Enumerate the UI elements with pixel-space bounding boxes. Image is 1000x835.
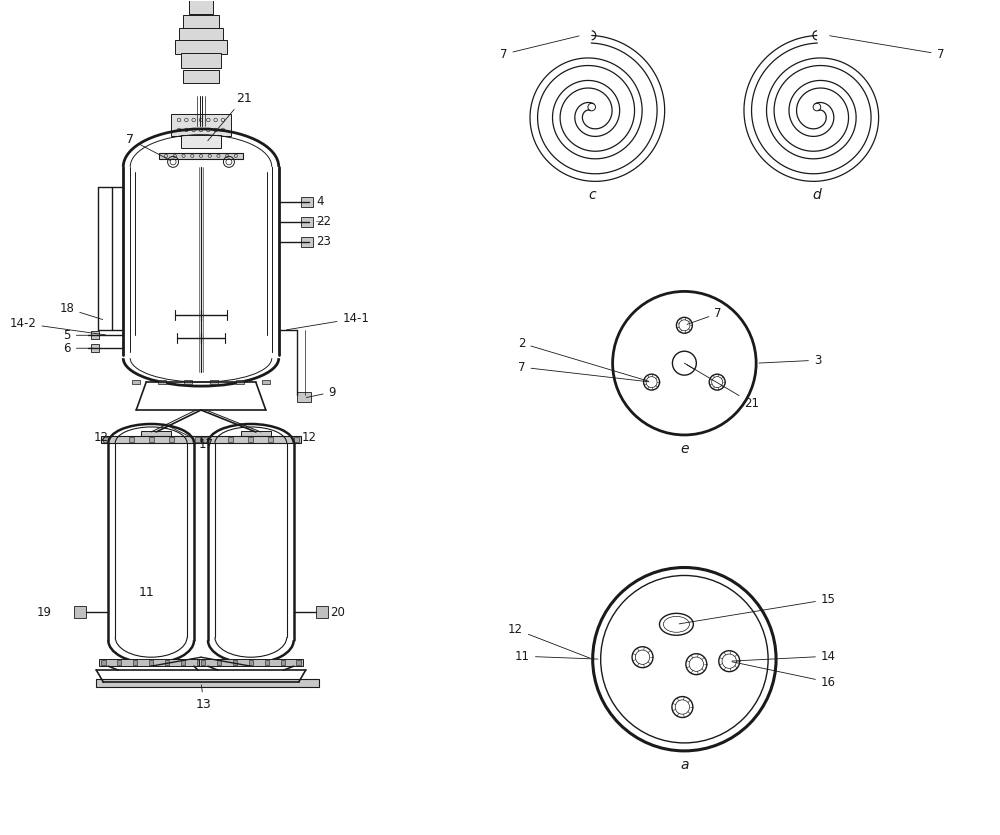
Bar xyxy=(236,380,244,384)
Bar xyxy=(297,392,311,402)
Text: 12: 12 xyxy=(93,432,108,444)
Bar xyxy=(141,431,171,437)
Text: 22: 22 xyxy=(317,215,332,228)
Bar xyxy=(129,437,134,442)
Text: 6: 6 xyxy=(63,342,93,355)
Bar xyxy=(132,380,140,384)
Bar xyxy=(301,216,313,226)
Bar xyxy=(184,380,192,384)
Text: 23: 23 xyxy=(317,235,331,248)
Text: 12: 12 xyxy=(508,623,590,658)
Text: 7: 7 xyxy=(830,36,944,61)
Bar xyxy=(158,380,166,384)
Bar xyxy=(183,70,219,84)
Text: 15: 15 xyxy=(679,593,836,624)
Text: d: d xyxy=(813,188,821,202)
Bar xyxy=(101,660,106,665)
Bar xyxy=(262,380,270,384)
Bar xyxy=(301,236,313,246)
Bar xyxy=(241,431,271,437)
Bar xyxy=(91,344,99,352)
Bar xyxy=(179,28,223,41)
Text: 19: 19 xyxy=(36,606,51,619)
Text: 11: 11 xyxy=(138,586,154,599)
Bar xyxy=(316,606,328,619)
Text: 14-1: 14-1 xyxy=(286,311,369,330)
Bar xyxy=(265,660,269,665)
Bar xyxy=(217,660,221,665)
Bar xyxy=(171,114,231,136)
Bar xyxy=(96,679,319,687)
Text: 2: 2 xyxy=(518,337,649,382)
Bar xyxy=(181,135,221,148)
Text: c: c xyxy=(588,188,596,202)
Bar xyxy=(201,436,301,443)
Text: 21: 21 xyxy=(687,365,759,409)
Text: 11: 11 xyxy=(515,650,598,663)
Bar xyxy=(197,660,201,665)
Text: 7: 7 xyxy=(518,361,649,382)
Bar xyxy=(101,436,201,443)
Bar xyxy=(195,437,200,442)
Bar xyxy=(175,40,227,54)
Bar xyxy=(281,660,285,665)
Bar xyxy=(210,380,218,384)
Bar xyxy=(301,197,313,207)
Bar xyxy=(228,437,233,442)
Bar xyxy=(133,660,137,665)
Bar xyxy=(181,660,185,665)
Text: 14-2: 14-2 xyxy=(10,316,106,335)
Bar xyxy=(183,15,219,28)
Bar xyxy=(294,437,299,442)
Bar xyxy=(169,437,174,442)
Bar xyxy=(201,660,205,665)
Text: 7: 7 xyxy=(500,36,579,61)
Text: 18: 18 xyxy=(59,302,103,320)
Bar xyxy=(189,0,213,14)
Text: 17: 17 xyxy=(169,426,214,452)
Bar xyxy=(233,660,237,665)
Text: 5: 5 xyxy=(63,329,93,342)
Text: 12: 12 xyxy=(302,432,317,444)
Text: 4: 4 xyxy=(317,195,324,208)
Bar xyxy=(249,660,253,665)
Bar xyxy=(296,660,301,665)
Bar xyxy=(202,437,207,442)
Text: a: a xyxy=(680,758,689,772)
Text: 16: 16 xyxy=(732,662,836,689)
Bar xyxy=(149,660,153,665)
Text: 3: 3 xyxy=(759,354,821,367)
Bar xyxy=(181,53,221,68)
Bar xyxy=(117,660,121,665)
Bar xyxy=(199,659,303,666)
Text: 14: 14 xyxy=(732,650,836,663)
Text: 9: 9 xyxy=(306,386,336,398)
Text: 21: 21 xyxy=(208,92,252,141)
Bar xyxy=(149,437,154,442)
Text: e: e xyxy=(680,442,689,456)
Bar xyxy=(74,606,86,619)
Text: 20: 20 xyxy=(331,606,345,619)
Bar xyxy=(165,660,169,665)
Bar xyxy=(99,659,203,666)
Bar xyxy=(268,437,273,442)
Bar xyxy=(248,437,253,442)
Bar xyxy=(103,437,108,442)
Text: 13: 13 xyxy=(196,685,212,711)
Bar xyxy=(159,153,243,159)
Text: 7: 7 xyxy=(126,133,171,160)
Text: 7: 7 xyxy=(687,306,722,324)
Bar xyxy=(91,331,99,339)
